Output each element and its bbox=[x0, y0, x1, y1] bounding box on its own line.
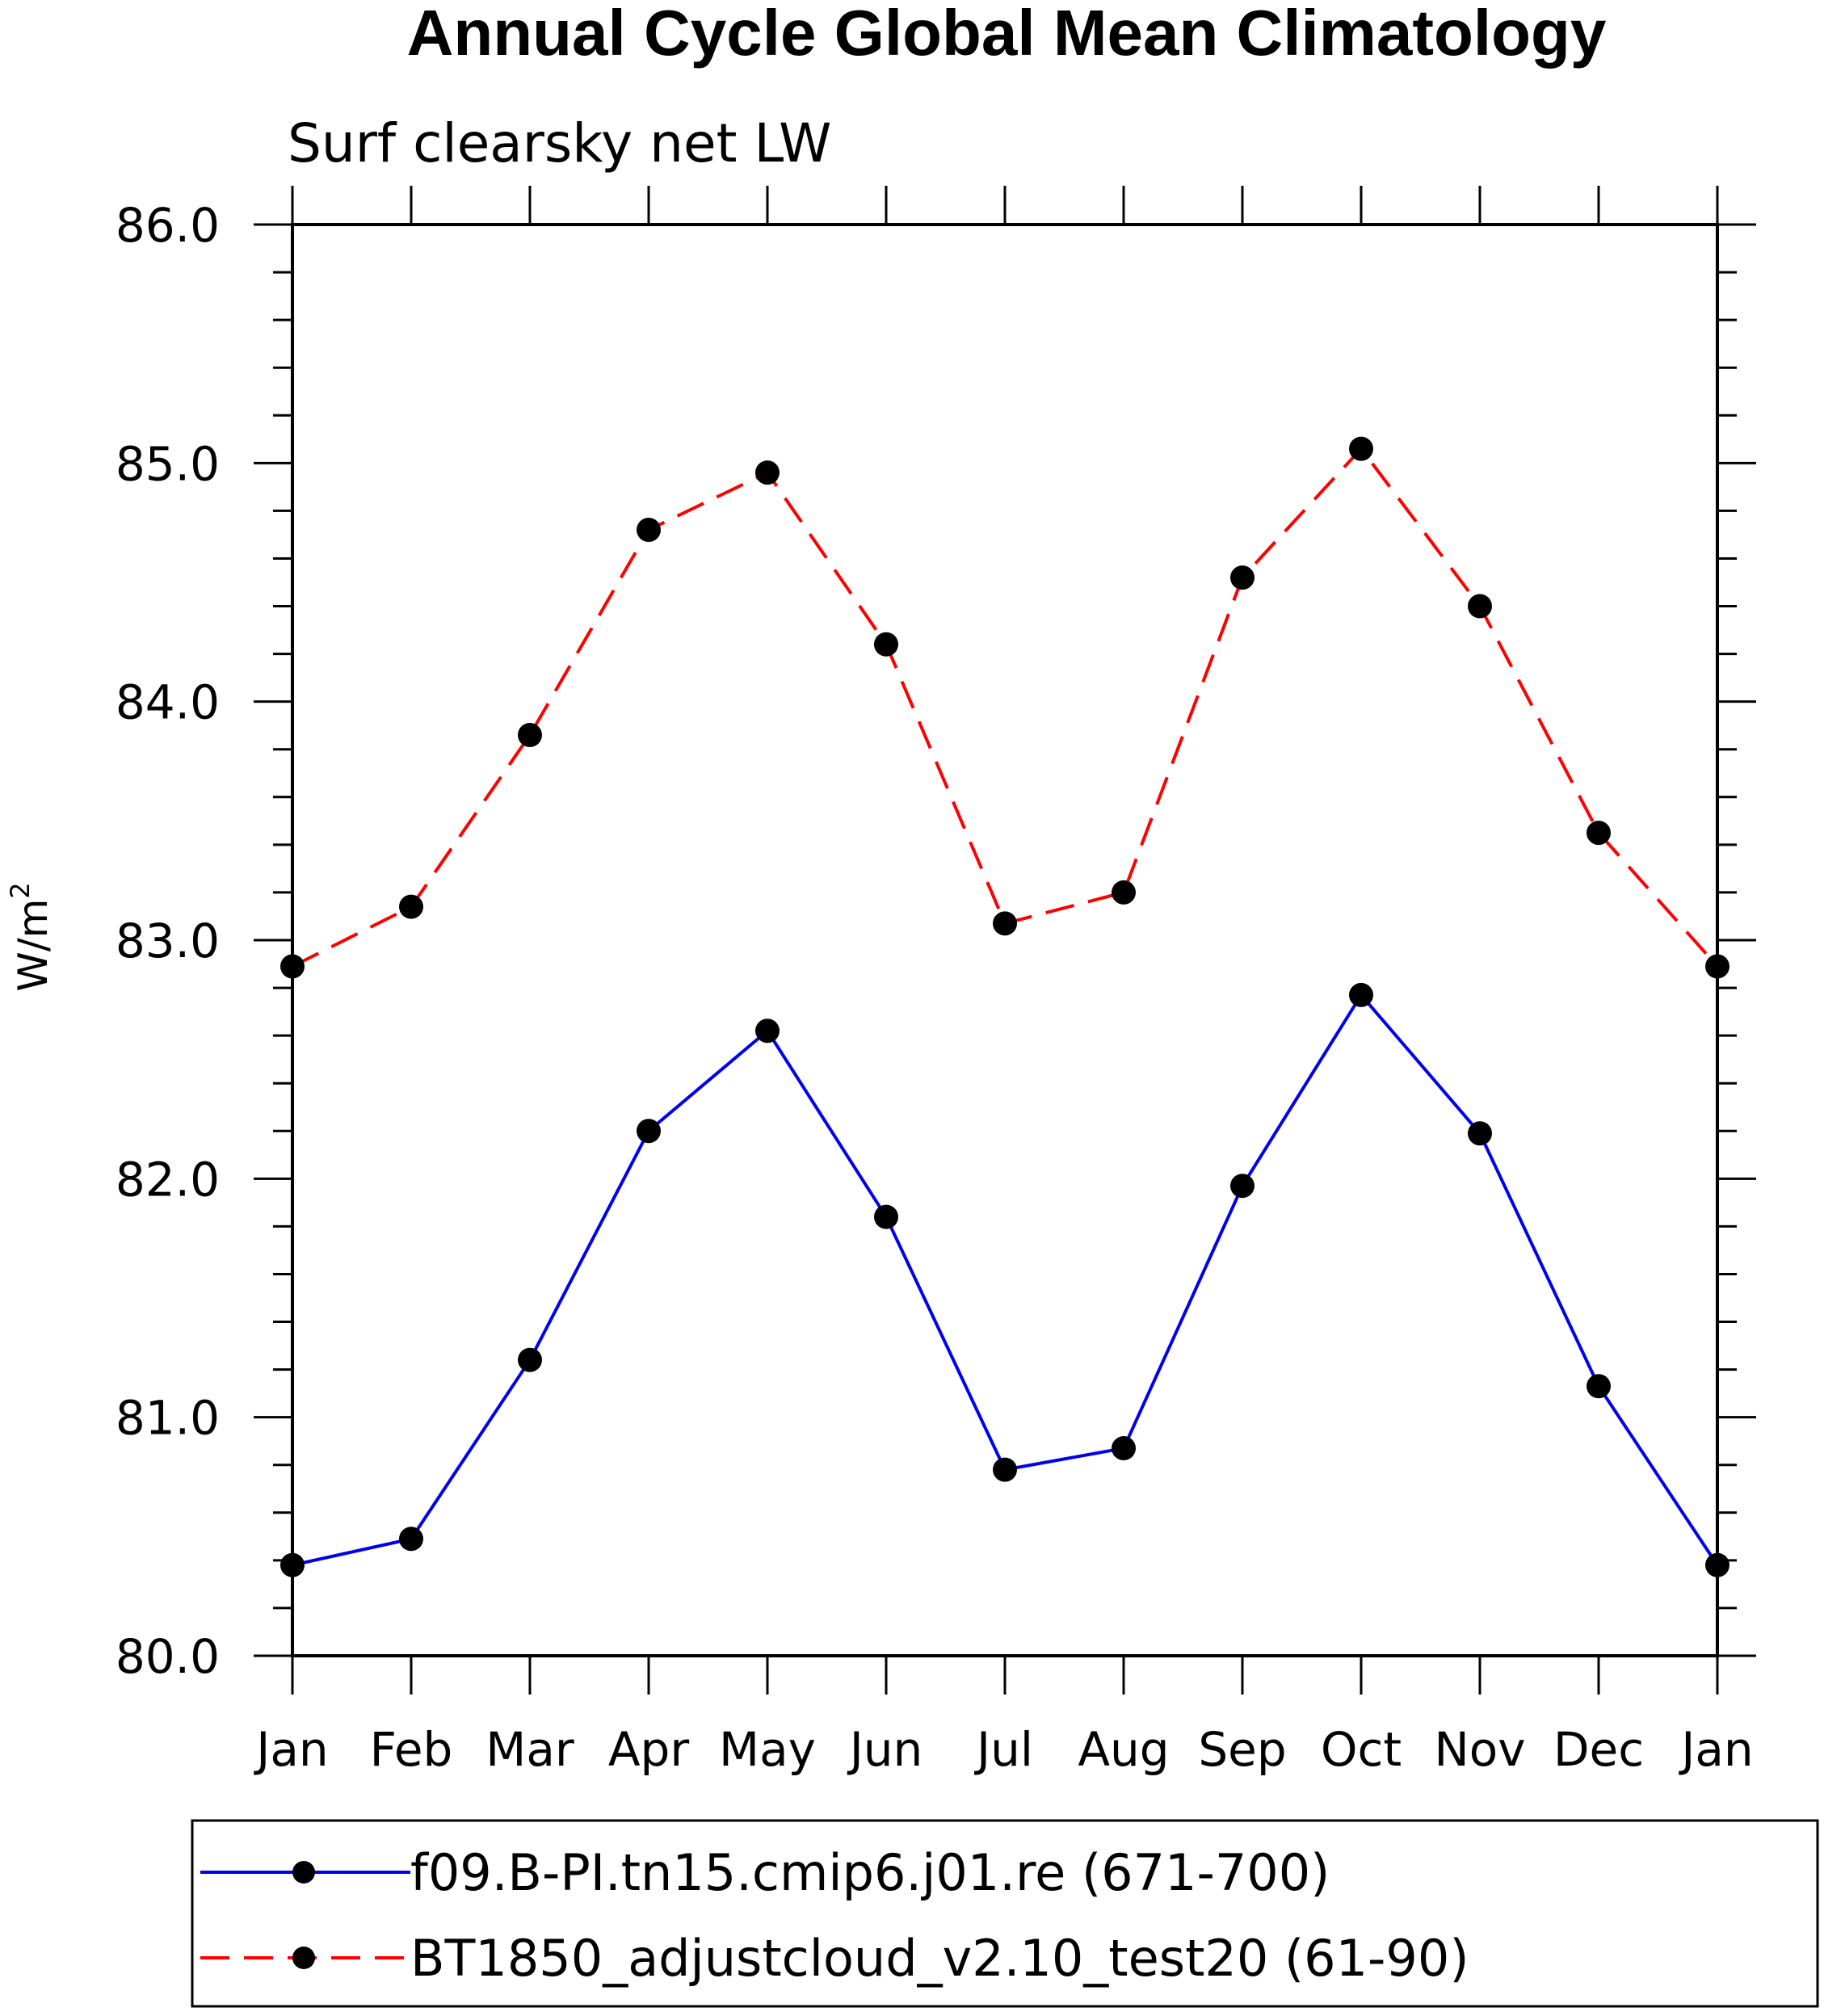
y-tick-label: 82.0 bbox=[116, 1152, 220, 1207]
data-point bbox=[399, 1527, 423, 1552]
x-tick-label: Nov bbox=[1434, 1722, 1525, 1777]
data-point bbox=[1112, 1436, 1136, 1461]
data-point bbox=[637, 518, 661, 543]
x-tick-label: Oct bbox=[1321, 1722, 1402, 1777]
legend-marker-series-1 bbox=[292, 1861, 315, 1884]
axis-ticks: 80.0 81.0 82.0 83.0 84.0 85.0 86.0 Jan Feb Mar Apr… bbox=[116, 186, 1756, 1777]
data-point bbox=[874, 632, 898, 657]
x-tick-label: Mar bbox=[485, 1722, 574, 1777]
data-point bbox=[399, 894, 423, 919]
series-2 bbox=[280, 436, 1729, 979]
legend-label-series-2: BT1850_adjustcloud_v2.10_test20 (61-90) bbox=[410, 1929, 1469, 1988]
data-point bbox=[1468, 594, 1492, 619]
x-tick-label: Aug bbox=[1078, 1722, 1169, 1777]
y-tick-label: 83.0 bbox=[116, 914, 220, 968]
legend: f09.B-PI.tn15.cmip6.j01.re (671-700) BT1… bbox=[191, 1819, 1819, 2008]
y-tick-label: 84.0 bbox=[116, 675, 220, 730]
legend-label-series-1: f09.B-PI.tn15.cmip6.j01.re (671-700) bbox=[410, 1843, 1330, 1902]
data-point bbox=[1587, 1374, 1611, 1399]
data-point bbox=[1349, 982, 1373, 1007]
y-tick-label: 81.0 bbox=[116, 1391, 220, 1446]
data-point bbox=[755, 1018, 780, 1044]
x-tick-label: Jan bbox=[254, 1722, 328, 1777]
series-1 bbox=[280, 982, 1729, 1577]
x-tick-label: Jun bbox=[847, 1722, 923, 1777]
x-tick-label: Jan bbox=[1679, 1722, 1753, 1777]
data-point bbox=[874, 1204, 898, 1229]
y-axis-label-text: W/m bbox=[10, 899, 57, 992]
x-tick-label: Jul bbox=[974, 1722, 1033, 1777]
legend-frame bbox=[191, 1819, 1819, 2008]
x-tick-label: May bbox=[719, 1722, 816, 1777]
data-point bbox=[993, 1457, 1017, 1482]
chart-subtitle: Surf clearsky net LW bbox=[288, 112, 831, 174]
data-point bbox=[1587, 821, 1611, 846]
plot-frame bbox=[291, 223, 1719, 1657]
data-point bbox=[755, 460, 780, 485]
y-tick-label: 85.0 bbox=[116, 436, 220, 491]
x-tick-label: Sep bbox=[1198, 1722, 1286, 1777]
y-tick-label: 86.0 bbox=[116, 198, 220, 253]
chart-title: Annual Cycle Global Mean Climatology bbox=[407, 0, 1607, 69]
series-line-2 bbox=[292, 447, 1719, 968]
series-layer bbox=[280, 436, 1729, 1577]
data-point bbox=[1230, 1174, 1255, 1199]
legend-marker-series-2 bbox=[292, 1947, 315, 1969]
data-point bbox=[1468, 1121, 1492, 1146]
data-point bbox=[993, 911, 1017, 936]
data-point bbox=[1349, 436, 1373, 461]
x-tick-label: Feb bbox=[370, 1722, 453, 1777]
data-point bbox=[637, 1119, 661, 1144]
data-point bbox=[518, 723, 542, 748]
data-point bbox=[518, 1347, 542, 1372]
y-axis-label-superscript: 2 bbox=[5, 882, 36, 898]
x-tick-label: Dec bbox=[1553, 1722, 1644, 1777]
x-tick-label: Apr bbox=[608, 1722, 689, 1777]
data-point bbox=[1230, 565, 1255, 590]
y-axis-label: W/m2 bbox=[5, 882, 57, 991]
y-tick-label: 80.0 bbox=[116, 1629, 220, 1684]
data-point bbox=[1112, 880, 1136, 905]
